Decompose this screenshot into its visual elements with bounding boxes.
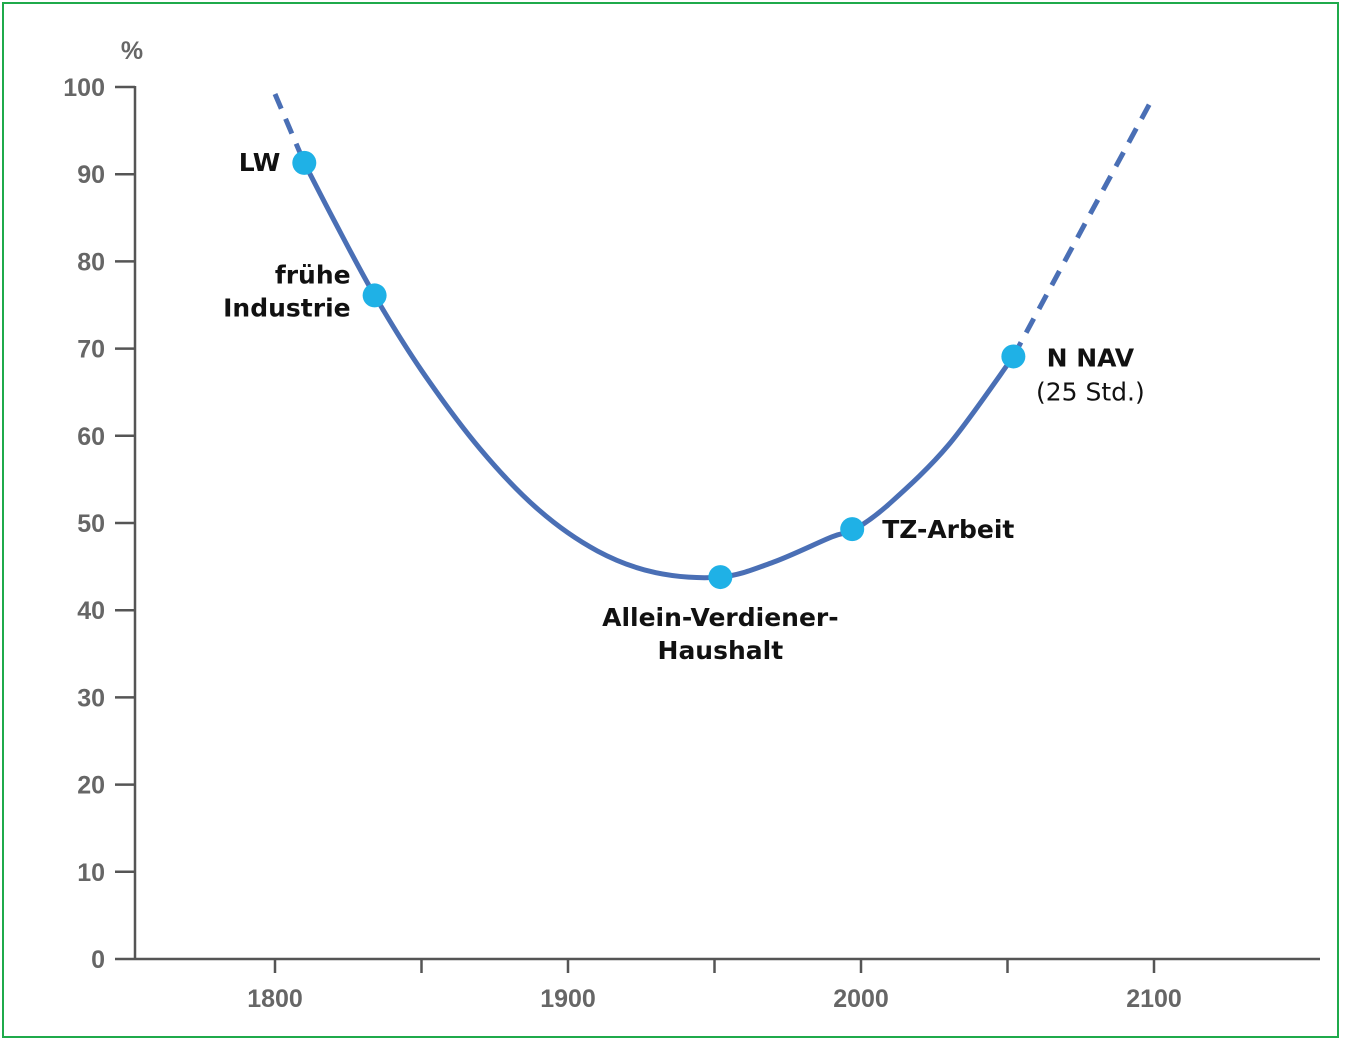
- x-tick-label: 1900: [540, 985, 596, 1013]
- y-axis-unit-label: %: [121, 37, 143, 65]
- data-point: [840, 517, 865, 542]
- y-tick-label: 90: [77, 161, 105, 189]
- point-label: TZ-Arbeit: [882, 515, 1014, 544]
- y-tick-label: 70: [77, 336, 105, 364]
- data-point: [292, 150, 317, 175]
- points: [292, 150, 1026, 590]
- y-tick-label: 40: [77, 597, 105, 625]
- x-tick-label: 2000: [833, 985, 889, 1013]
- y-tick-label: 30: [77, 684, 105, 712]
- y-tick-label: 0: [91, 946, 105, 974]
- dashed-extrapolation-line: [272, 92, 307, 164]
- point-label-line2: (25 Std.): [1036, 377, 1145, 406]
- labels: LW frühe Industrie Allein-Verdiener- Haushal…: [223, 148, 1145, 665]
- x-tick-label: 1800: [247, 985, 303, 1013]
- data-point: [1001, 344, 1026, 369]
- y-tick-label: 20: [77, 772, 105, 800]
- main-curve-line: [302, 161, 1016, 581]
- y-tick-label: 10: [77, 859, 105, 887]
- point-label: N NAV: [1047, 343, 1135, 372]
- x-tick-label: 2100: [1126, 985, 1182, 1013]
- dashed-extrapolation-line: [1011, 94, 1157, 358]
- data-point: [708, 565, 733, 590]
- point-label: frühe: [275, 260, 351, 289]
- y-tick-label: 100: [63, 74, 105, 102]
- y-tick-label: 80: [77, 248, 105, 276]
- curves: [272, 92, 1157, 581]
- axes: 0 10 20 30 40 50 60 70 80 90 100% 1800 1900 2000 2100: [63, 37, 1320, 1013]
- y-tick-label: 60: [77, 423, 105, 451]
- point-label: Allein-Verdiener-: [602, 603, 839, 632]
- point-label-line2: Haushalt: [658, 636, 784, 665]
- data-point: [362, 283, 387, 308]
- y-tick-label: 50: [77, 510, 105, 538]
- point-label-line2: Industrie: [223, 293, 350, 322]
- point-label: LW: [239, 148, 281, 177]
